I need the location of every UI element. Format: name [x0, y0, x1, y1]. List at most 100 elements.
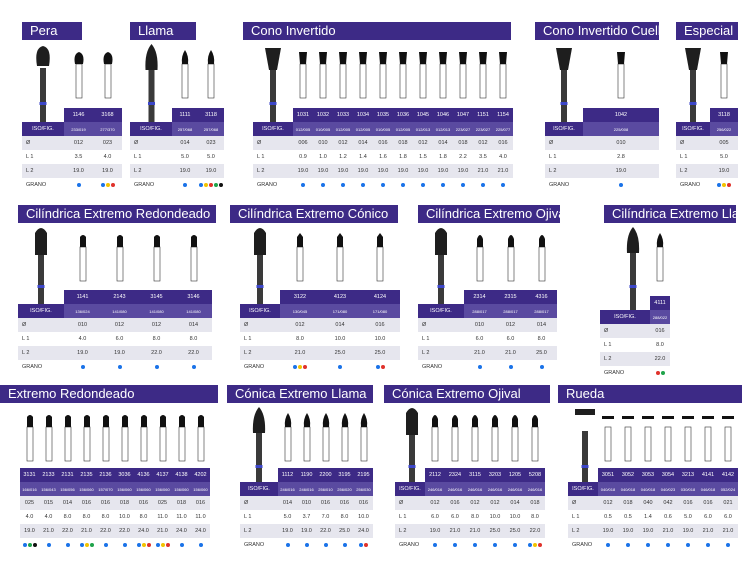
spec-value: 012	[598, 496, 618, 510]
grano-label: GRANO	[244, 542, 265, 548]
spec-value: 19.0	[678, 524, 698, 538]
iso-code: 288/017	[526, 304, 557, 318]
spec-value: 24.0	[354, 524, 373, 538]
iso-code: 246/016	[425, 482, 445, 496]
grit-dot-group	[136, 543, 151, 547]
spec-value: 10.0	[334, 336, 346, 342]
bur-drawing	[499, 52, 507, 99]
iso-code: 233/019	[64, 122, 93, 136]
spec-value: 22.0	[525, 524, 545, 538]
grit-blue-dot	[666, 543, 670, 547]
iso-label: ISO/FIG.	[545, 122, 583, 136]
row-label: L 1	[572, 514, 580, 520]
spec-value: 025	[153, 496, 172, 510]
grit-red-dot	[364, 543, 368, 547]
grit-blue-dot	[122, 543, 127, 547]
spec-value: 016	[678, 496, 698, 510]
grit-blue-dot	[493, 543, 497, 547]
grit-yellow-dot	[160, 543, 165, 547]
product-code: 2315	[495, 290, 526, 304]
grit-dot-group	[477, 365, 482, 369]
iso-code: 156/043	[39, 482, 58, 496]
grit-yellow-dot	[533, 543, 537, 547]
iso-code: 012/013	[433, 122, 453, 136]
grit-blue-dot	[323, 543, 328, 547]
spec-value: 014	[278, 496, 297, 510]
spec-value: 016	[335, 496, 354, 510]
row-label: Ø	[240, 496, 278, 510]
spec-value: 24.0	[191, 524, 210, 538]
row-label: L 2	[600, 352, 650, 366]
bur-photo	[435, 228, 447, 313]
spec-value: 016	[493, 136, 513, 150]
product-code: 1047	[453, 108, 473, 122]
spec-value: 19.0	[333, 164, 353, 178]
grit-dot-group	[513, 543, 517, 547]
product-code: 3146	[175, 290, 212, 304]
grit-yellow-dot	[105, 183, 110, 187]
grit-dots	[191, 538, 210, 552]
grit-blue-dot	[117, 365, 122, 369]
spec-value: 018	[453, 136, 473, 150]
grit-blue-dot	[301, 183, 305, 187]
row-label: Ø	[676, 136, 710, 150]
spec-value: 21.0	[464, 346, 495, 360]
iso-label: ISO/FIG.	[600, 310, 650, 324]
iso-code: 012/005	[333, 122, 353, 136]
grit-green-dot	[214, 183, 218, 187]
grit-red-dot	[110, 183, 115, 187]
product-code: 4202	[191, 468, 210, 482]
grit-blue-dot	[706, 543, 710, 547]
bur-drawing	[656, 233, 664, 282]
grit-dots	[473, 178, 493, 192]
bur-drawing	[439, 52, 447, 99]
row-label: L 1	[604, 342, 612, 348]
spec-value: 3.5	[479, 154, 487, 160]
product-code: 2131	[58, 468, 77, 482]
row-label: L 2	[240, 346, 280, 360]
bur-photo	[35, 228, 47, 313]
grit-dot-group	[361, 183, 365, 187]
spec-value: 014	[526, 318, 557, 332]
grit-blue-dot	[619, 183, 623, 187]
grit-dot-group	[154, 365, 159, 369]
grit-dots	[485, 538, 505, 552]
spec-value: 012	[333, 136, 353, 150]
grit-dot-group	[539, 365, 544, 369]
row-label: L 2	[253, 164, 293, 178]
spec-value: 1.5	[419, 154, 427, 160]
product-code: 1032	[313, 108, 333, 122]
product-code: 3036	[115, 468, 134, 482]
grit-dot-group	[453, 543, 457, 547]
grano-label: GRANO	[399, 542, 420, 548]
spec-value: 5.0	[684, 514, 692, 520]
spec-value: 016	[650, 324, 670, 338]
iso-code: 157/070	[96, 482, 115, 496]
bur-photo	[556, 48, 572, 130]
table-corner	[253, 108, 293, 122]
bur-drawing	[159, 415, 166, 462]
grit-dot-group	[304, 543, 309, 547]
row-label: Ø	[240, 318, 280, 332]
grit-dots	[175, 360, 212, 374]
grit-dot-group	[706, 543, 710, 547]
bur-drawing	[181, 50, 189, 99]
spec-value: 1.4	[359, 154, 367, 160]
bur-photo	[685, 48, 701, 130]
spec-value: 21.0	[77, 524, 96, 538]
iso-code: 010/005	[373, 122, 393, 136]
iso-label: ISO/FIG.	[676, 122, 710, 136]
spec-table: 2112 2324 3115 3203 1205 5208 ISO/FIG. 246/016 2…	[395, 468, 545, 552]
spec-value: 010	[583, 136, 659, 150]
spec-value: 1.2	[339, 154, 347, 160]
grit-blue-dot	[103, 543, 108, 547]
row-label: L 2	[418, 346, 464, 360]
bur-drawing	[662, 416, 674, 462]
iso-code: 257/068	[198, 122, 224, 136]
product-code: 3051	[598, 468, 618, 482]
grit-blue-dot	[626, 543, 630, 547]
panel-title: Rueda	[558, 385, 742, 403]
grit-blue-dot	[361, 183, 365, 187]
bur-drawing	[197, 415, 204, 462]
spec-value: 012	[495, 318, 526, 332]
